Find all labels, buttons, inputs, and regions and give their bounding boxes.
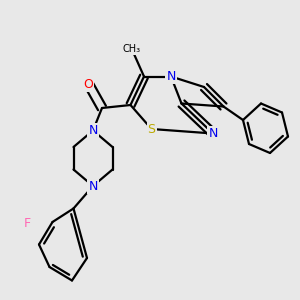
Text: O: O xyxy=(84,77,93,91)
Text: N: N xyxy=(88,179,98,193)
Text: N: N xyxy=(166,70,176,83)
Text: S: S xyxy=(148,122,155,136)
Text: CH₃: CH₃ xyxy=(123,44,141,55)
Text: N: N xyxy=(208,127,218,140)
Text: F: F xyxy=(23,217,31,230)
Text: N: N xyxy=(88,124,98,137)
